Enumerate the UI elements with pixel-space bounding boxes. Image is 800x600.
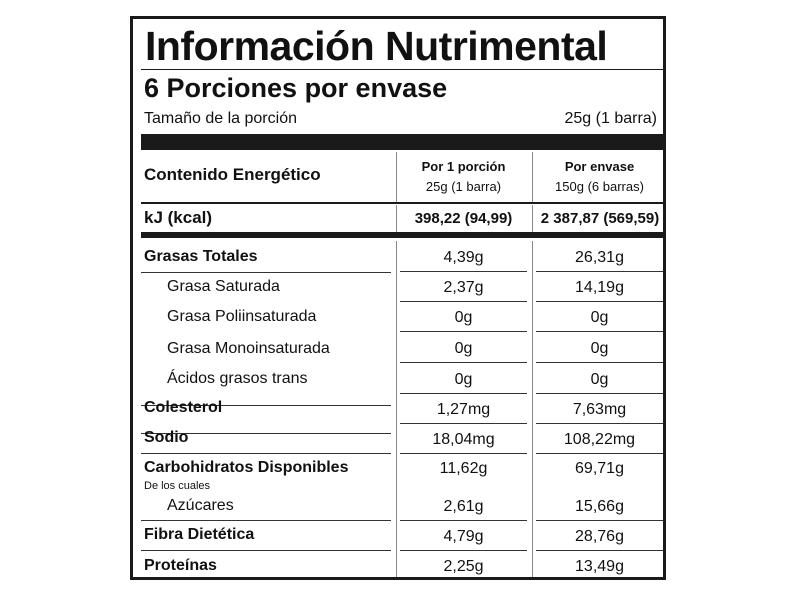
of-which-note: De los cuales: [144, 480, 211, 492]
nutrient-container-sugars: 15,66g: [536, 494, 663, 521]
nutrient-label-trans-fat: Ácidos grasos trans: [167, 370, 308, 387]
nutrient-container-total-fat: 26,31g: [536, 245, 663, 272]
nutrient-container-saturated-fat: 14,19g: [536, 275, 663, 302]
nutrient-label-cholesterol: Colesterol: [144, 399, 223, 416]
nutrient-portion-fiber: 4,79g: [400, 524, 527, 551]
row-separator: [141, 453, 391, 454]
per-portion-title: Por 1 porción: [421, 159, 506, 174]
nutrient-portion-trans-fat: 0g: [400, 367, 527, 394]
nutrient-label-fiber: Fibra Dietética: [144, 526, 255, 543]
nutrient-label-carbohydrates: Carbohidratos Disponibles: [144, 459, 349, 476]
nutrient-label-total-fat: Grasas Totales: [144, 248, 258, 265]
thick-divider: [141, 134, 663, 150]
nutrient-portion-sodium: 18,04mg: [400, 427, 527, 454]
nutrient-label-monounsaturated-fat: Grasa Monoinsaturada: [167, 340, 330, 357]
nutrient-container-cholesterol: 7,63mg: [536, 397, 663, 424]
column-divider: [396, 205, 397, 232]
nutrient-portion-sugars: 2,61g: [400, 494, 527, 521]
per-container-sub: 150g (6 barras): [555, 179, 644, 194]
nutrient-container-sodium: 108,22mg: [536, 427, 663, 454]
nutrient-container-polyunsaturated-fat: 0g: [536, 305, 663, 332]
column-divider: [532, 241, 533, 577]
nutrition-facts-panel: Información Nutrimental 6 Porciones por …: [130, 16, 666, 580]
panel-title: Información Nutrimental: [145, 23, 608, 69]
kj-label: kJ (kcal): [144, 208, 213, 227]
nutrient-portion-carbohydrates: 11,62g: [439, 460, 488, 477]
kj-per-container: 2 387,87 (569,59): [540, 210, 660, 227]
nutrient-label-sugars: Azúcares: [167, 497, 234, 514]
nutrient-container-trans-fat: 0g: [536, 367, 663, 394]
row-separator: [141, 550, 391, 551]
per-portion-header: Por 1 porción 25g (1 barra): [400, 157, 527, 197]
per-container-title: Por envase: [564, 159, 635, 174]
nutrient-label-protein: Proteínas: [144, 557, 217, 574]
nutrient-container-protein: 13,49g: [575, 558, 624, 575]
column-divider: [532, 152, 533, 202]
row-separator: [141, 405, 391, 406]
nutrient-portion-protein: 2,25g: [443, 558, 484, 575]
row-separator: [141, 520, 391, 521]
nutrient-container-monounsaturated-fat: 0g: [536, 336, 663, 363]
nutrient-portion-total-fat: 4,39g: [400, 245, 527, 272]
nutrient-label-polyunsaturated-fat: Grasa Poliinsaturada: [167, 308, 317, 325]
nutrient-container-carbohydrates: 69,71g: [575, 460, 624, 477]
row-separator: [141, 272, 391, 273]
nutrient-portion-monounsaturated-fat: 0g: [400, 336, 527, 363]
per-container-header: Por envase 150g (6 barras): [536, 157, 663, 197]
kj-per-portion: 398,22 (94,99): [414, 210, 513, 227]
nutrient-label-saturated-fat: Grasa Saturada: [167, 278, 280, 295]
serving-size-label: Tamaño de la porción: [144, 110, 297, 127]
nutrient-container-fiber: 28,76g: [536, 524, 663, 551]
per-portion-sub: 25g (1 barra): [425, 179, 502, 194]
divider: [141, 202, 663, 204]
nutrient-portion-cholesterol: 1,27mg: [400, 397, 527, 424]
energy-label: Contenido Energético: [144, 165, 321, 184]
column-divider: [396, 241, 397, 577]
column-divider: [396, 152, 397, 202]
row-separator: [141, 433, 391, 434]
nutrient-portion-polyunsaturated-fat: 0g: [400, 305, 527, 332]
nutrient-portion-saturated-fat: 2,37g: [400, 275, 527, 302]
nutrient-label-sodium: Sodio: [144, 429, 189, 446]
divider: [141, 69, 663, 70]
servings-per-container: 6 Porciones por envase: [144, 73, 448, 103]
column-divider: [532, 205, 533, 232]
thick-divider: [141, 232, 663, 238]
serving-size-value: 25g (1 barra): [564, 110, 658, 127]
